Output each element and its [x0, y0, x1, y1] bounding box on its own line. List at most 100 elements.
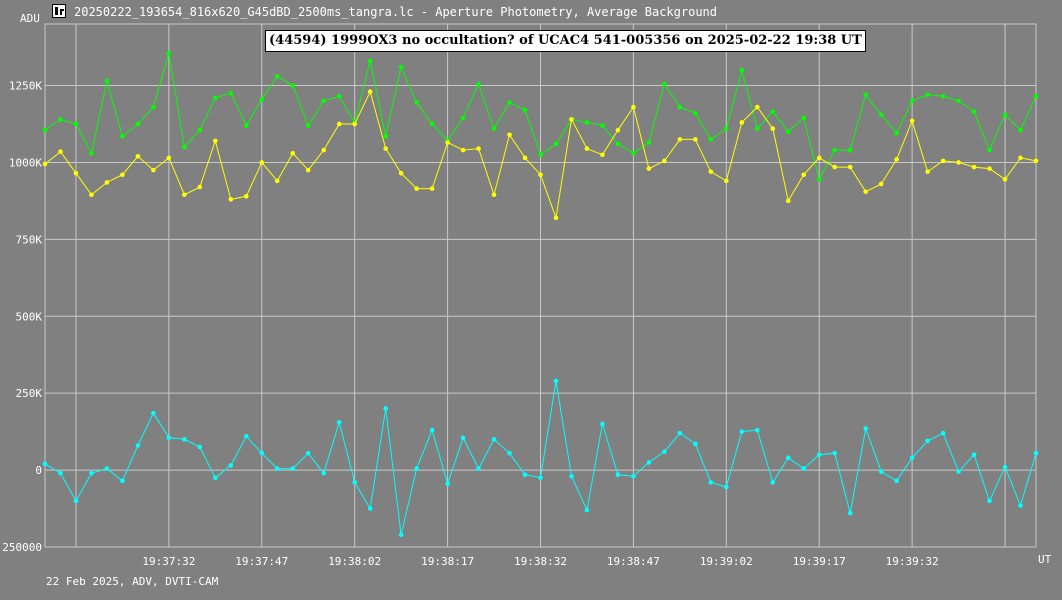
data-point[interactable]: [352, 121, 357, 127]
data-point[interactable]: [1033, 450, 1039, 456]
data-point[interactable]: [522, 155, 528, 161]
data-point[interactable]: [367, 58, 373, 64]
data-point[interactable]: [600, 152, 605, 158]
data-point[interactable]: [228, 463, 234, 468]
data-point[interactable]: [460, 147, 466, 153]
data-point[interactable]: [894, 478, 899, 484]
data-point[interactable]: [940, 430, 946, 436]
data-point[interactable]: [646, 460, 652, 465]
data-point[interactable]: [166, 435, 172, 441]
data-point[interactable]: [894, 157, 899, 162]
data-point[interactable]: [336, 121, 342, 127]
data-point[interactable]: [739, 120, 745, 125]
data-point[interactable]: [445, 140, 450, 145]
data-point[interactable]: [553, 378, 559, 384]
data-point[interactable]: [770, 109, 776, 114]
data-point[interactable]: [646, 140, 652, 145]
data-point[interactable]: [724, 178, 729, 184]
data-point[interactable]: [615, 472, 621, 478]
light-curve-icon[interactable]: [52, 4, 66, 18]
data-point[interactable]: [785, 455, 791, 461]
data-point[interactable]: [383, 133, 388, 139]
data-point[interactable]: [89, 192, 94, 198]
data-point[interactable]: [878, 469, 884, 474]
data-point[interactable]: [197, 444, 203, 450]
data-point[interactable]: [987, 147, 992, 153]
data-point[interactable]: [925, 92, 930, 98]
data-point[interactable]: [754, 427, 760, 433]
data-point[interactable]: [739, 429, 745, 434]
data-point[interactable]: [305, 450, 311, 456]
data-point[interactable]: [135, 121, 141, 127]
data-point[interactable]: [724, 126, 729, 131]
data-point[interactable]: [956, 160, 961, 165]
data-point[interactable]: [274, 466, 280, 471]
data-point[interactable]: [321, 98, 327, 104]
data-point[interactable]: [429, 186, 435, 191]
data-point[interactable]: [569, 117, 574, 122]
data-point[interactable]: [569, 473, 574, 479]
data-point[interactable]: [290, 466, 296, 471]
data-point[interactable]: [336, 93, 342, 99]
data-point[interactable]: [940, 93, 946, 99]
data-point[interactable]: [971, 109, 977, 114]
data-point[interactable]: [491, 126, 497, 131]
data-point[interactable]: [708, 137, 714, 142]
data-point[interactable]: [987, 166, 992, 171]
data-point[interactable]: [228, 90, 234, 96]
data-point[interactable]: [197, 184, 203, 190]
data-point[interactable]: [538, 172, 543, 178]
data-point[interactable]: [259, 160, 265, 165]
data-point[interactable]: [863, 426, 868, 431]
data-point[interactable]: [754, 126, 760, 131]
data-point[interactable]: [801, 172, 807, 178]
data-point[interactable]: [708, 480, 714, 485]
data-point[interactable]: [909, 98, 915, 104]
data-point[interactable]: [987, 498, 992, 504]
data-point[interactable]: [832, 147, 838, 153]
data-point[interactable]: [1033, 158, 1039, 164]
data-point[interactable]: [615, 127, 621, 133]
data-point[interactable]: [631, 104, 636, 110]
data-point[interactable]: [785, 129, 791, 134]
data-point[interactable]: [1002, 112, 1008, 118]
data-point[interactable]: [228, 197, 234, 202]
data-point[interactable]: [367, 89, 373, 94]
data-point[interactable]: [971, 452, 977, 458]
data-point[interactable]: [398, 170, 404, 176]
data-point[interactable]: [321, 470, 327, 476]
data-point[interactable]: [135, 443, 141, 448]
data-point[interactable]: [909, 118, 915, 124]
data-point[interactable]: [677, 430, 683, 436]
data-point[interactable]: [120, 172, 125, 178]
data-point[interactable]: [677, 137, 683, 142]
data-point[interactable]: [522, 107, 528, 113]
data-point[interactable]: [847, 510, 853, 516]
data-point[interactable]: [693, 441, 698, 447]
data-point[interactable]: [615, 141, 621, 147]
data-point[interactable]: [522, 472, 528, 478]
data-point[interactable]: [42, 127, 48, 133]
data-point[interactable]: [182, 437, 187, 442]
data-point[interactable]: [259, 97, 265, 102]
data-point[interactable]: [429, 121, 435, 127]
data-point[interactable]: [847, 164, 853, 170]
data-point[interactable]: [770, 480, 776, 485]
data-point[interactable]: [553, 215, 559, 221]
data-point[interactable]: [507, 450, 512, 456]
data-point[interactable]: [352, 480, 357, 485]
data-point[interactable]: [305, 167, 311, 173]
data-point[interactable]: [89, 150, 94, 156]
data-point[interactable]: [73, 498, 79, 504]
data-point[interactable]: [553, 141, 559, 147]
data-point[interactable]: [507, 100, 512, 105]
data-point[interactable]: [213, 475, 218, 481]
data-point[interactable]: [151, 167, 156, 173]
data-point[interactable]: [166, 50, 172, 56]
data-point[interactable]: [398, 532, 404, 537]
data-point[interactable]: [1018, 155, 1023, 161]
data-point[interactable]: [832, 164, 838, 170]
data-point[interactable]: [631, 473, 636, 479]
data-point[interactable]: [584, 120, 590, 125]
